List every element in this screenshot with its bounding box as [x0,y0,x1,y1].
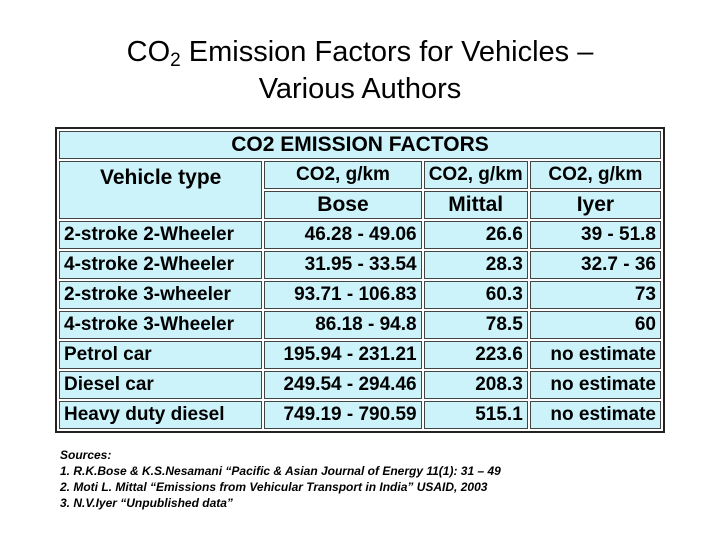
sources: Sources: 1. R.K.Bose & K.S.Nesamani “Pac… [60,447,501,511]
unit-header: CO2, g/km [264,161,422,189]
table-row: Heavy duty diesel 749.19 - 790.59 515.1 no … [59,401,661,429]
emission-value: 195.94 - 231.21 [264,341,422,369]
author-header: Iyer [529,191,661,219]
emission-value: 32.7 - 36 [529,251,661,279]
author-header: Mittal [423,191,528,219]
table-caption: CO2 EMISSION FACTORS [59,131,661,159]
unit-header: CO2, g/km [423,161,528,189]
vehicle-name: 4-stroke 3-Wheeler [59,311,263,339]
emission-value: 60.3 [423,281,528,309]
vehicle-name: 2-stroke 3-wheeler [59,281,263,309]
table-row: 4-stroke 2-Wheeler 31.95 - 33.54 28.3 32.7 … [59,251,661,279]
author-header: Bose [264,191,422,219]
emission-value: 28.3 [423,251,528,279]
title-line: CO2 Emission Factors for Vehicles – [0,34,720,71]
title-subscript: 2 [170,50,181,71]
emission-value: 39 - 51.8 [529,221,661,249]
title-text: Emission Factors for Vehicles – [188,36,594,68]
sources-heading: Sources: [60,448,112,462]
source-item: 1. R.K.Bose & K.S.Nesamani “Pacific & As… [60,464,501,478]
emission-value: 73 [529,281,661,309]
source-item: 2. Moti L. Mittal “Emissions from Vehicu… [60,480,488,494]
slide-title: CO2 Emission Factors for Vehicles – Vari… [0,34,720,108]
emission-value: 26.6 [423,221,528,249]
emission-value: 749.19 - 790.59 [264,401,422,429]
emission-value: 60 [529,311,661,339]
table-row: 2-stroke 2-Wheeler 46.28 - 49.06 26.6 39 - … [59,221,661,249]
unit-header: CO2, g/km [529,161,661,189]
source-item: 3. N.V.Iyer “Unpublished data” [60,496,233,510]
emission-value: 223.6 [423,341,528,369]
title-text: CO [126,36,171,68]
vehicle-header: Vehicle type [59,161,263,219]
table-row: 4-stroke 3-Wheeler 86.18 - 94.8 78.5 60 [59,311,661,339]
emission-table: CO2 EMISSION FACTORS Vehicle type CO2, g/… [55,127,665,433]
vehicle-name: Diesel car [59,371,263,399]
vehicle-name: Heavy duty diesel [59,401,263,429]
emission-value: 515.1 [423,401,528,429]
table-row: Diesel car 249.54 - 294.46 208.3 no estimat… [59,371,661,399]
title-line: Various Authors [258,73,462,105]
emission-value: no estimate [529,401,661,429]
emission-value: 78.5 [423,311,528,339]
table-row: 2-stroke 3-wheeler 93.71 - 106.83 60.3 73 [59,281,661,309]
emission-value: 208.3 [423,371,528,399]
vehicle-name: Petrol car [59,341,263,369]
emission-value: 46.28 - 49.06 [264,221,422,249]
vehicle-name: 4-stroke 2-Wheeler [59,251,263,279]
vehicle-name: 2-stroke 2-Wheeler [59,221,263,249]
emission-value: 31.95 - 33.54 [264,251,422,279]
emission-value: 249.54 - 294.46 [264,371,422,399]
emission-value: no estimate [529,371,661,399]
emission-value: 93.71 - 106.83 [264,281,422,309]
emission-value: 86.18 - 94.8 [264,311,422,339]
table-row: Petrol car 195.94 - 231.21 223.6 no estimat… [59,341,661,369]
emission-value: no estimate [529,341,661,369]
